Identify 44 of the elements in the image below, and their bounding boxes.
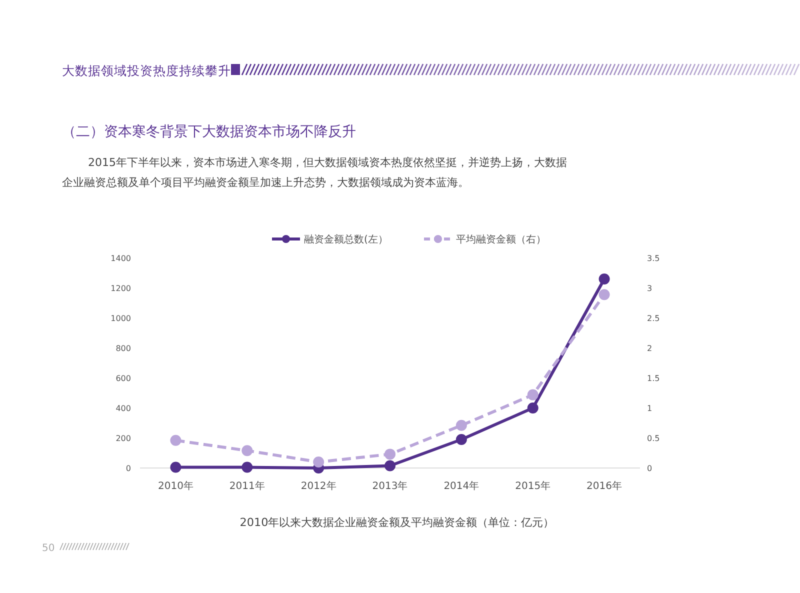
x-tick-label: 2015年 (515, 480, 551, 492)
y2-tick-label: 1.5 (647, 374, 660, 383)
point (598, 274, 610, 284)
text: 2015年下半年以来，资本市场进入寒冬期，但大数据领域资本热度依然坚挺，并逆势上扬，大数据 (88, 156, 567, 169)
point (384, 460, 396, 472)
y2-tick-label: 0 (647, 464, 652, 473)
point (384, 448, 396, 460)
text: 企业融资总额及单个项目平均融资金额呈加速上升态势，大数据领域成为资本蓝海。 (62, 176, 469, 189)
point (456, 434, 467, 445)
y2-tick-label: 3.5 (647, 254, 660, 263)
y-tick-label: 1000 (110, 314, 131, 323)
y2-tick-label: 2.5 (647, 314, 660, 323)
point (242, 445, 253, 456)
y-tick-label: 1200 (110, 284, 131, 293)
y-tick-label: 600 (116, 374, 131, 383)
y2-tick-label: 2 (647, 344, 652, 353)
x-tick-label: 2016年 (586, 480, 622, 492)
text: 大数据领域投资热度持续攀升 (62, 63, 231, 78)
text: 50 (42, 543, 55, 554)
point (170, 434, 182, 446)
x-tick-label: 2010年 (158, 480, 194, 492)
point (242, 462, 253, 473)
point (598, 289, 610, 300)
legend-label: 平均融资金额（右） (456, 234, 546, 246)
text: 2010年以来大数据企业融资金额及平均融资金额（单位：亿元） (240, 516, 554, 529)
y-tick-label: 400 (116, 404, 131, 413)
chart-subtitle: （二）资本寒冬背景下大数据资本市场不降反升 (62, 124, 356, 140)
x-tick-label: 2011年 (229, 480, 265, 492)
point (456, 420, 467, 431)
point (170, 462, 182, 473)
point (313, 456, 324, 468)
x-tick-label: 2012年 (300, 480, 336, 492)
y-tick-label: 800 (116, 344, 131, 353)
y-tick-label: 0 (126, 464, 131, 473)
y2-tick-label: 0.5 (647, 434, 660, 443)
y-tick-label: 1400 (110, 254, 131, 263)
x-tick-label: 2013年 (372, 480, 408, 492)
y2-tick-label: 1 (647, 404, 652, 413)
y-tick-label: 200 (116, 434, 131, 443)
x-tick-label: 2014年 (444, 480, 480, 492)
point (527, 389, 538, 400)
legend-label: 融资金额总数(左） (304, 234, 388, 246)
y2-tick-label: 3 (647, 284, 652, 293)
point (527, 402, 538, 414)
